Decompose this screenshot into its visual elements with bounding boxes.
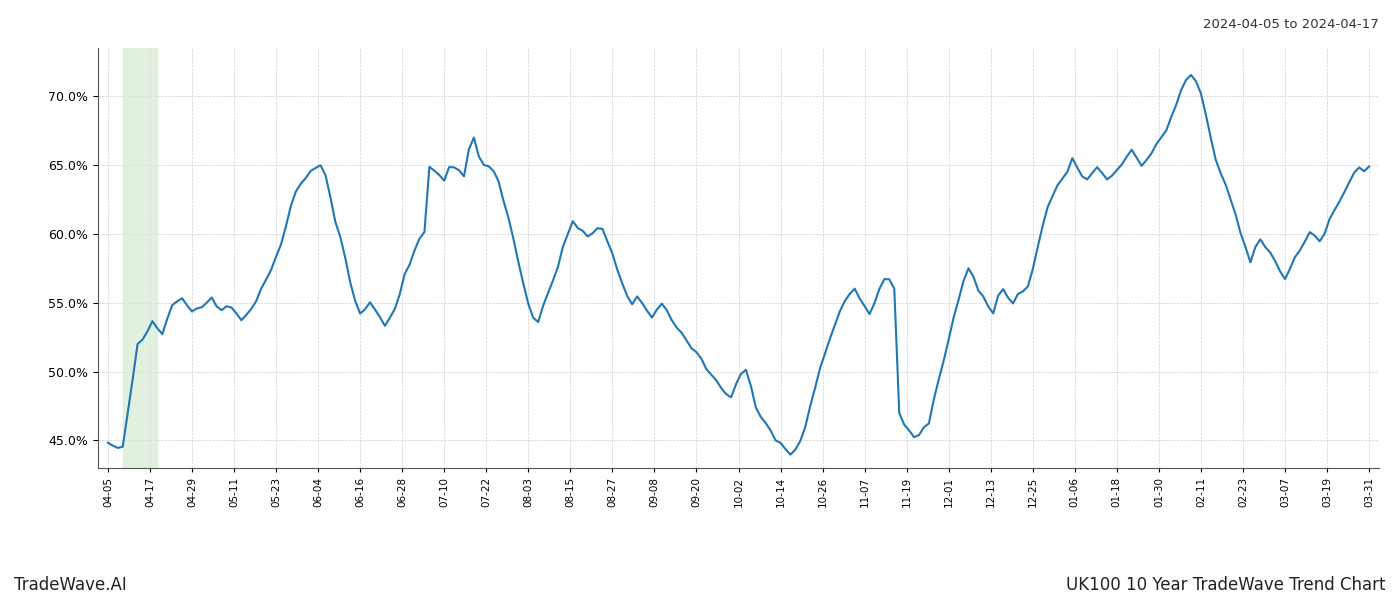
Text: 2024-04-05 to 2024-04-17: 2024-04-05 to 2024-04-17	[1203, 18, 1379, 31]
Text: UK100 10 Year TradeWave Trend Chart: UK100 10 Year TradeWave Trend Chart	[1067, 576, 1386, 594]
Bar	[123, 48, 157, 468]
Text: TradeWave.AI: TradeWave.AI	[14, 576, 127, 594]
